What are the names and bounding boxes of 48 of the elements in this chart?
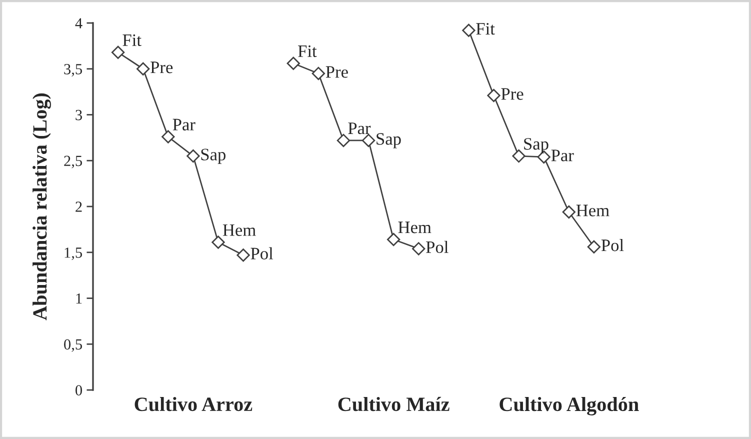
data-label: Par <box>348 122 371 134</box>
y-tick-label: 3 <box>76 110 82 120</box>
point <box>286 56 300 70</box>
point <box>336 134 350 148</box>
y-tick-label: 2 <box>76 202 82 212</box>
point <box>236 248 250 262</box>
point <box>362 134 376 148</box>
data-label: Par <box>172 118 196 130</box>
data-label: Pre <box>326 66 348 78</box>
data-label: Fit <box>476 23 495 35</box>
y-tick-label: 3,5 <box>64 64 82 77</box>
point <box>462 24 476 37</box>
point <box>386 232 400 246</box>
point <box>111 46 125 59</box>
data-label: Pol <box>426 240 448 254</box>
point <box>487 88 500 102</box>
data-label: Sap <box>201 148 226 164</box>
y-tick-label: 0,5 <box>64 339 82 352</box>
point <box>162 130 175 144</box>
point <box>587 240 601 254</box>
data-label: Pre <box>501 88 524 100</box>
point <box>186 149 200 163</box>
data-label: Pre <box>150 62 173 74</box>
data-label: Pol <box>250 247 274 260</box>
data-label: Sap <box>376 133 401 148</box>
y-tick-label: 4 <box>75 18 82 28</box>
y-tick-label: 0 <box>76 385 82 396</box>
x-tick-label: Cultivo Algodón <box>500 396 639 416</box>
data-label: Pol <box>601 239 624 252</box>
point <box>412 242 426 256</box>
data-label: Fit <box>122 34 142 46</box>
point <box>512 149 526 163</box>
data-label: Par <box>551 150 574 162</box>
y-axis-title: Abundancia relativa (Log) <box>32 93 51 320</box>
x-tick-label: Cultivo Arroz <box>134 396 252 412</box>
data-label: Fit <box>298 45 317 58</box>
point <box>212 236 225 249</box>
y-tick-label: 1 <box>76 293 82 304</box>
data-label: Sap <box>524 138 548 154</box>
point <box>562 205 576 219</box>
data-label: Hem <box>222 224 256 236</box>
point <box>312 66 326 80</box>
y-tick-label: 1,5 <box>64 248 82 260</box>
point <box>136 62 150 76</box>
y-tick-label: 2,5 <box>64 156 82 168</box>
data-label: Hem <box>398 222 432 234</box>
x-tick-label: Cultivo Maíz <box>338 396 450 412</box>
data-label: Hem <box>576 204 610 216</box>
